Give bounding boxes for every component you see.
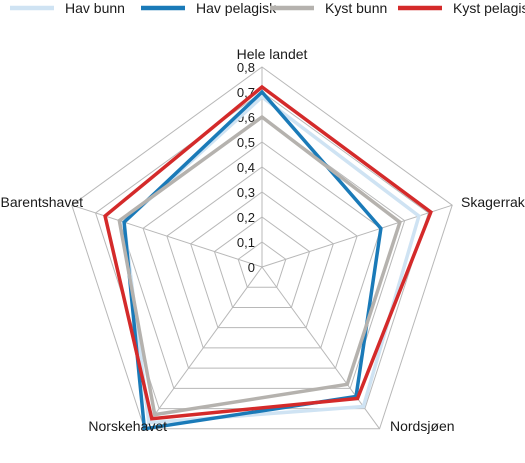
radial-tick-label: 0,3 bbox=[237, 185, 255, 200]
grid-spoke bbox=[262, 205, 452, 267]
radial-tick-label: 0,2 bbox=[237, 210, 255, 225]
legend-label: Hav bunn bbox=[65, 0, 125, 16]
category-label: Norskehavet bbox=[88, 418, 167, 434]
category-label: Skagerrak bbox=[461, 194, 525, 210]
radial-tick-label: 0,7 bbox=[237, 85, 255, 100]
legend-label: Kyst bunn bbox=[325, 0, 387, 16]
radial-tick-label: 0 bbox=[248, 260, 255, 275]
radial-tick-label: 0,1 bbox=[237, 235, 255, 250]
radial-tick-label: 0,5 bbox=[237, 135, 255, 150]
series-layer bbox=[105, 87, 431, 429]
grid-spoke bbox=[72, 205, 262, 267]
radial-tick-labels: 00,10,20,30,40,50,60,70,8 bbox=[237, 60, 255, 275]
legend-label: Kyst pelagisk bbox=[453, 0, 525, 16]
legend-label: Hav pelagisk bbox=[196, 0, 277, 16]
category-label: Nordsjøen bbox=[390, 418, 455, 434]
legend: Hav bunn Hav pelagisk Kyst bunn Kyst pelagi… bbox=[10, 0, 525, 16]
series-kyst-pelagisk bbox=[105, 87, 431, 419]
radial-tick-label: 0,8 bbox=[237, 60, 255, 75]
category-labels: Hele landet Skagerrak Nordsjøen Norskehavet… bbox=[1, 46, 525, 434]
category-label: Hele landet bbox=[237, 46, 308, 62]
category-label: Barentshavet bbox=[1, 194, 84, 210]
radial-tick-label: 0,4 bbox=[237, 160, 255, 175]
